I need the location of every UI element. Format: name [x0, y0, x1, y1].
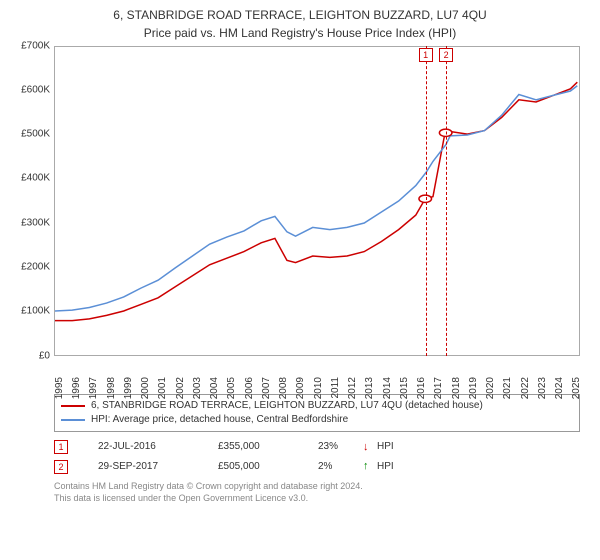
marker-table-row-1: 1 22-JUL-2016£355,00023%↓HPI — [54, 438, 590, 458]
marker-table-date: 22-JUL-2016 — [98, 438, 218, 456]
x-tick-label: 2020 — [485, 377, 496, 399]
x-tick-label: 1995 — [54, 377, 65, 399]
marker-table-pct: 23% — [318, 438, 363, 456]
legend-row-hpi: HPI: Average price, detached house, Cent… — [61, 413, 573, 427]
legend-swatch — [61, 405, 85, 407]
legend-box: 6, STANBRIDGE ROAD TERRACE, LEIGHTON BUZ… — [54, 394, 580, 432]
arrow-down-icon: ↓ — [363, 438, 377, 458]
marker-table-vs: HPI — [377, 458, 394, 476]
y-tick-label: £700K — [10, 40, 50, 51]
marker-table-price: £505,000 — [218, 458, 318, 476]
marker-table-date: 29-SEP-2017 — [98, 458, 218, 476]
y-tick-label: £0 — [10, 350, 50, 361]
x-tick-label: 2008 — [278, 377, 289, 399]
legend-label: 6, STANBRIDGE ROAD TERRACE, LEIGHTON BUZ… — [91, 399, 483, 413]
footer-line2: This data is licensed under the Open Gov… — [54, 493, 590, 505]
x-tick-label: 2010 — [313, 377, 324, 399]
legend-swatch — [61, 419, 85, 421]
footer-line1: Contains HM Land Registry data © Crown c… — [54, 481, 590, 493]
marker-dot-1 — [419, 195, 432, 202]
footer-attribution: Contains HM Land Registry data © Crown c… — [54, 481, 590, 504]
marker-table-num: 1 — [54, 440, 68, 454]
x-tick-label: 2000 — [140, 377, 151, 399]
marker-table-pct: 2% — [318, 458, 363, 476]
x-tick-label: 2013 — [364, 377, 375, 399]
x-tick-label: 1999 — [123, 377, 134, 399]
x-tick-label: 2012 — [347, 377, 358, 399]
x-tick-label: 2023 — [537, 377, 548, 399]
marker-table: 1 22-JUL-2016£355,00023%↓HPI 2 29-SEP-2017£… — [54, 438, 590, 478]
marker-table-price: £355,000 — [218, 438, 318, 456]
chart-subtitle: Price paid vs. HM Land Registry's House … — [10, 26, 590, 40]
x-tick-label: 2022 — [520, 377, 531, 399]
arrow-up-icon: ↑ — [363, 457, 377, 477]
x-tick-label: 1996 — [71, 377, 82, 399]
x-tick-label: 2018 — [451, 377, 462, 399]
x-tick-label: 2015 — [399, 377, 410, 399]
legend-row-property: 6, STANBRIDGE ROAD TERRACE, LEIGHTON BUZ… — [61, 399, 573, 413]
x-tick-label: 2003 — [192, 377, 203, 399]
x-tick-label: 2001 — [157, 377, 168, 399]
x-tick-label: 2002 — [175, 377, 186, 399]
y-tick-label: £300K — [10, 217, 50, 228]
marker-table-row-2: 2 29-SEP-2017£505,0002%↑HPI — [54, 457, 590, 477]
x-tick-label: 2025 — [571, 377, 582, 399]
x-tick-label: 2016 — [416, 377, 427, 399]
y-tick-label: £600K — [10, 84, 50, 95]
x-tick-label: 2014 — [382, 377, 393, 399]
x-tick-label: 2007 — [261, 377, 272, 399]
marker-table-vs: HPI — [377, 438, 394, 456]
x-tick-label: 2019 — [468, 377, 479, 399]
x-tick-label: 1998 — [106, 377, 117, 399]
x-tick-label: 2017 — [433, 377, 444, 399]
y-tick-label: £400K — [10, 173, 50, 184]
legend-label: HPI: Average price, detached house, Cent… — [91, 413, 348, 427]
x-tick-label: 2021 — [502, 377, 513, 399]
x-tick-label: 2009 — [295, 377, 306, 399]
x-tick-label: 2011 — [330, 377, 341, 399]
y-tick-label: £100K — [10, 306, 50, 317]
y-tick-label: £500K — [10, 129, 50, 140]
x-tick-label: 2006 — [244, 377, 255, 399]
x-tick-label: 2004 — [209, 377, 220, 399]
x-tick-label: 2024 — [554, 377, 565, 399]
y-tick-label: £200K — [10, 262, 50, 273]
chart-area: 12 £0£100K£200K£300K£400K£500K£600K£700K… — [54, 46, 580, 386]
marker-dot-2 — [439, 129, 452, 136]
chart-title: 6, STANBRIDGE ROAD TERRACE, LEIGHTON BUZ… — [10, 8, 590, 24]
marker-table-num: 2 — [54, 460, 68, 474]
x-tick-label: 1997 — [88, 377, 99, 399]
x-tick-label: 2005 — [226, 377, 237, 399]
